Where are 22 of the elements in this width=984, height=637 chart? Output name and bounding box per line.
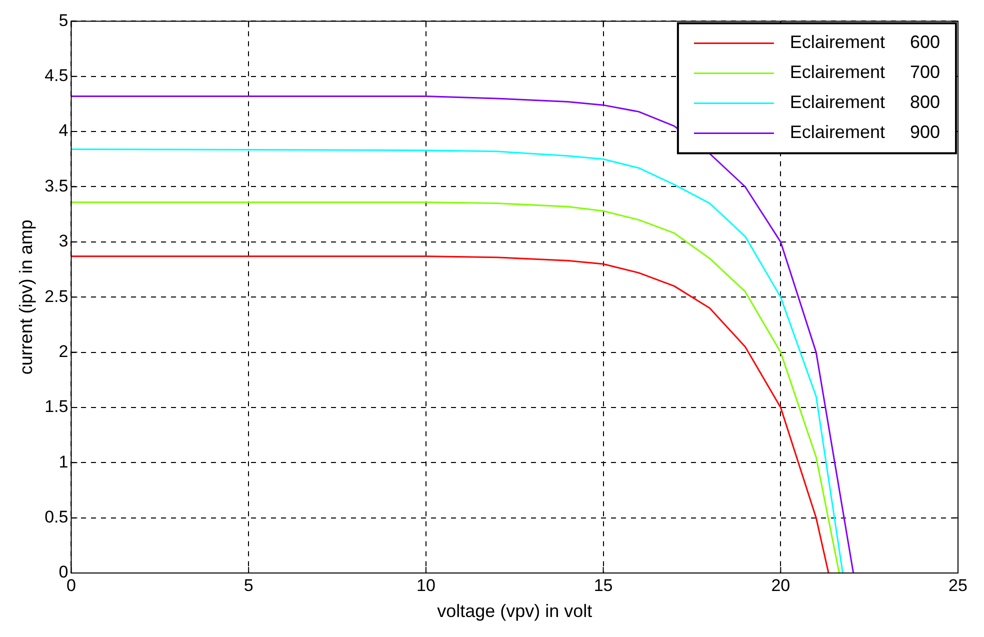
- y-tick-label: 2: [58, 342, 68, 361]
- y-tick-label: 3.5: [44, 176, 68, 196]
- y-tick-label: 0: [58, 562, 68, 582]
- y-tick-label: 2.5: [44, 286, 68, 306]
- y-tick-label: 1.5: [44, 397, 68, 416]
- legend-label: Eclairement 600: [790, 32, 940, 52]
- x-tick-label: 20: [771, 576, 790, 595]
- legend-label: Eclairement 800: [790, 92, 940, 112]
- x-axis-title: voltage (vpv) in volt: [437, 601, 592, 622]
- y-axis-title: current (ipv) in amp: [16, 220, 36, 375]
- legend-label: Eclairement 700: [790, 62, 940, 82]
- x-tick-label: 15: [594, 576, 613, 595]
- y-tick-label: 5: [58, 10, 68, 30]
- legend-label: Eclairement 900: [790, 122, 940, 142]
- x-tick-label: 25: [948, 576, 968, 595]
- y-tick-label: 4: [58, 121, 68, 140]
- y-tick-label: 3: [58, 232, 68, 251]
- y-tick-label: 0.5: [44, 508, 68, 527]
- x-tick-label: 10: [416, 576, 436, 595]
- x-tick-label: 5: [244, 576, 254, 595]
- y-tick-label: 1: [58, 452, 68, 472]
- y-tick-label: 4.5: [44, 66, 68, 86]
